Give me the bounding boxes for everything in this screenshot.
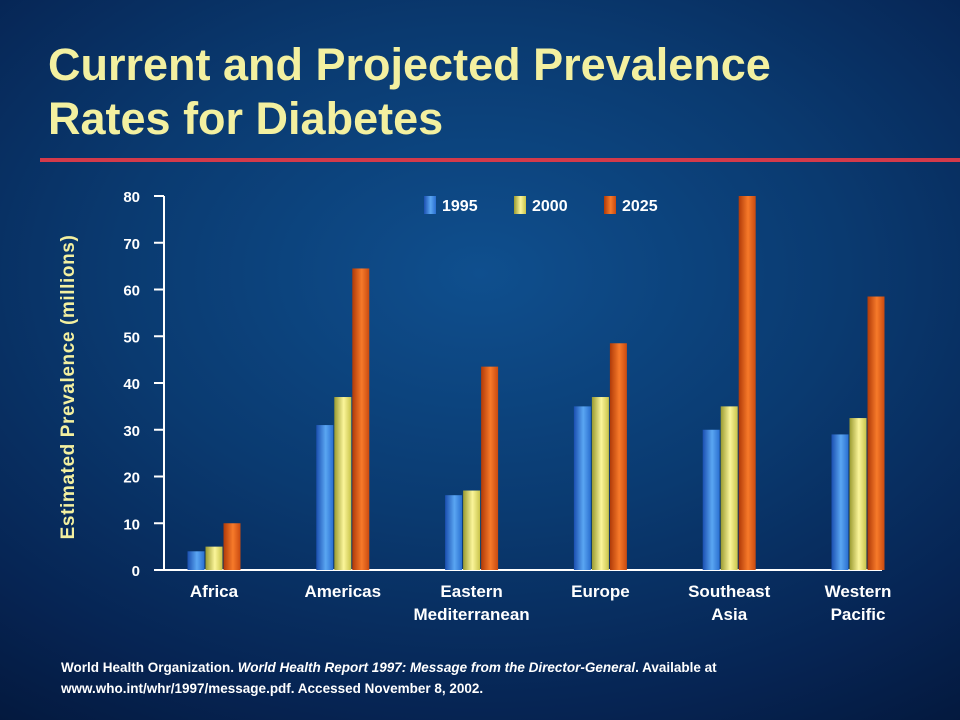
bar-2025-western-pacific: [867, 296, 885, 570]
x-tick-label: Africa: [190, 582, 239, 601]
y-tick-label: 80: [123, 189, 140, 206]
y-tick-label: 40: [123, 376, 140, 393]
legend-swatch-2025: [604, 196, 616, 214]
bar-1995-americas: [316, 425, 334, 570]
bar-1995-eastern-mediterranean: [445, 495, 463, 570]
y-axis-title: Estimated Prevalence (millions): [58, 235, 79, 540]
bar-2025-africa: [223, 523, 241, 570]
source-citation: World Health Organization. World Health …: [61, 657, 921, 699]
x-tick-label: Southeast Asia: [688, 582, 771, 624]
x-tick-label: Americas: [305, 582, 382, 601]
slide-title-line-1: Current and Projected Prevalence: [48, 39, 771, 90]
x-tick-label-line: Europe: [571, 582, 630, 601]
bar-2000-africa: [205, 546, 223, 570]
bar-1995-southeast-asia: [702, 429, 720, 570]
source-part-3: . Available at www.who.int/whr/1997/mess…: [61, 660, 717, 696]
x-tick-label-line: Mediterranean: [413, 605, 529, 624]
bar-2000-americas: [334, 397, 352, 570]
legend-label-1995: 1995: [442, 198, 478, 215]
x-tick-label-line: Pacific: [831, 605, 886, 624]
legend-swatch-1995: [424, 196, 436, 214]
bar-1995-europe: [573, 406, 591, 570]
chart-bars: [187, 196, 885, 570]
y-tick-label: 50: [123, 329, 140, 346]
legend-label-2025: 2025: [622, 198, 658, 215]
chart-legend: 1995 2000 2025: [424, 196, 658, 215]
bar-2000-eastern-mediterranean: [463, 490, 481, 570]
y-tick-label: 60: [123, 283, 140, 300]
y-tick-label: 0: [132, 563, 140, 580]
source-part-1: World Health Organization.: [61, 660, 238, 675]
x-tick-label-line: Western: [825, 582, 892, 601]
title-divider: [40, 158, 960, 162]
slide-title: Current and Projected Prevalence Rates f…: [48, 38, 928, 146]
bar-2000-southeast-asia: [720, 406, 738, 570]
x-tick-label-line: Southeast: [688, 582, 771, 601]
y-tick-label: 30: [123, 423, 140, 440]
bar-2000-europe: [591, 397, 609, 570]
legend-swatch-2000: [514, 196, 526, 214]
bar-2025-europe: [609, 343, 627, 570]
bar-2025-americas: [352, 268, 370, 570]
bar-2025-eastern-mediterranean: [481, 366, 499, 570]
chart-axes: 0 10 20 30 40 50 60 70 80 Estimated Prevalence (m…: [58, 189, 891, 624]
y-tick-label: 20: [123, 470, 140, 487]
y-tick-label: 10: [123, 516, 140, 533]
x-tick-label-line: Eastern: [440, 582, 502, 601]
x-tick-label: Western Pacific: [825, 582, 892, 624]
bar-2025-southeast-asia: [738, 196, 756, 570]
x-tick-label-line: Asia: [711, 605, 747, 624]
legend-label-2000: 2000: [532, 198, 568, 215]
x-tick-label: Europe: [571, 582, 630, 601]
x-tick-label-line: Americas: [305, 582, 382, 601]
source-report-title: World Health Report 1997: Message from t…: [237, 660, 636, 675]
y-tick-label: 70: [123, 236, 140, 253]
x-tick-label-line: Africa: [190, 582, 239, 601]
bar-1995-africa: [187, 551, 205, 570]
bar-1995-western-pacific: [831, 434, 849, 570]
x-tick-label: Eastern Mediterranean: [413, 582, 529, 624]
bar-2000-western-pacific: [849, 418, 867, 570]
slide-title-line-2: Rates for Diabetes: [48, 93, 444, 144]
